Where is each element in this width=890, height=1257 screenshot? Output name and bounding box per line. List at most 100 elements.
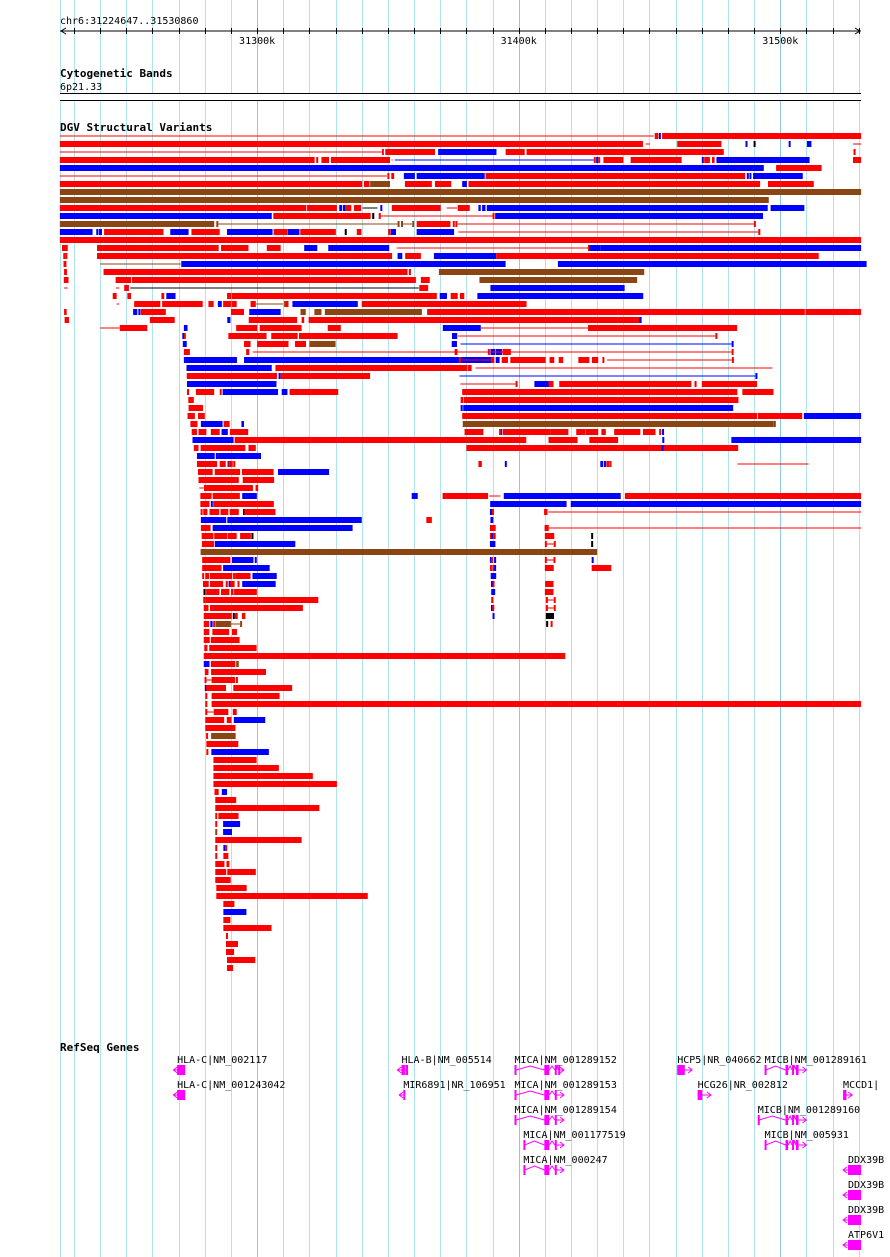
cytoband-track[interactable]: Cytogenetic Bands 6p21.33 bbox=[60, 67, 861, 101]
variant-feature[interactable] bbox=[186, 373, 277, 379]
variant-feature[interactable] bbox=[308, 317, 640, 323]
variant-feature[interactable] bbox=[746, 173, 749, 179]
gene-feature[interactable]: HCP5|NR_040662 bbox=[677, 1055, 762, 1075]
variant-feature[interactable] bbox=[64, 317, 70, 323]
variant-feature[interactable] bbox=[553, 605, 556, 611]
variant-feature[interactable] bbox=[492, 565, 495, 571]
variant-feature[interactable] bbox=[202, 581, 209, 587]
variant-feature[interactable] bbox=[187, 381, 277, 387]
variant-feature[interactable] bbox=[223, 909, 247, 915]
variant-feature[interactable] bbox=[654, 133, 659, 139]
variant-feature[interactable] bbox=[601, 429, 606, 435]
variant-feature[interactable] bbox=[273, 213, 371, 219]
variant-feature[interactable] bbox=[241, 469, 274, 475]
variant-feature[interactable] bbox=[203, 653, 566, 659]
variant-feature[interactable] bbox=[205, 717, 225, 723]
variant-feature[interactable] bbox=[788, 141, 791, 147]
gene-feature[interactable]: MICA|NM_001289153 bbox=[514, 1080, 617, 1100]
variant-feature[interactable] bbox=[557, 261, 867, 267]
variant-feature[interactable] bbox=[215, 821, 218, 827]
variant-feature[interactable] bbox=[543, 549, 598, 555]
variant-feature[interactable] bbox=[477, 293, 644, 299]
variant-feature[interactable] bbox=[234, 589, 257, 595]
variant-feature[interactable] bbox=[228, 333, 267, 339]
variant-feature[interactable] bbox=[223, 829, 232, 835]
variant-feature[interactable] bbox=[227, 229, 273, 235]
variant-feature[interactable] bbox=[589, 245, 601, 251]
variant-feature[interactable] bbox=[203, 629, 210, 635]
variant-feature[interactable] bbox=[259, 325, 302, 331]
variant-feature[interactable] bbox=[704, 157, 710, 163]
variant-feature[interactable] bbox=[200, 517, 227, 523]
variant-feature[interactable] bbox=[503, 493, 621, 499]
variant-feature[interactable] bbox=[222, 389, 279, 395]
variant-feature[interactable] bbox=[209, 509, 220, 515]
variant-feature[interactable] bbox=[275, 229, 288, 235]
variant-feature[interactable] bbox=[203, 661, 210, 667]
variant-feature[interactable] bbox=[223, 925, 272, 931]
variant-feature[interactable] bbox=[166, 293, 176, 299]
variant-feature[interactable] bbox=[223, 565, 270, 571]
variant-feature[interactable] bbox=[442, 325, 481, 331]
variant-feature[interactable] bbox=[216, 885, 247, 891]
variant-feature[interactable] bbox=[454, 349, 458, 355]
variant-feature[interactable] bbox=[193, 445, 199, 451]
variant-feature[interactable] bbox=[278, 373, 281, 379]
variant-feature[interactable] bbox=[490, 357, 495, 363]
variant-feature[interactable] bbox=[61, 245, 68, 251]
variant-feature[interactable] bbox=[603, 461, 606, 467]
variant-feature[interactable] bbox=[492, 605, 495, 611]
gene-feature[interactable]: MICB|NM_001289160 bbox=[757, 1105, 860, 1125]
variant-feature[interactable] bbox=[502, 429, 551, 435]
variant-feature[interactable] bbox=[249, 325, 258, 331]
variant-feature[interactable] bbox=[380, 205, 383, 211]
variant-feature[interactable] bbox=[712, 157, 715, 163]
variant-feature[interactable] bbox=[489, 533, 492, 539]
variant-feature[interactable] bbox=[462, 181, 467, 187]
variant-feature[interactable] bbox=[258, 453, 262, 459]
variant-feature[interactable] bbox=[231, 557, 254, 563]
variant-feature[interactable] bbox=[458, 357, 461, 363]
variant-feature[interactable] bbox=[215, 869, 227, 875]
variant-feature[interactable] bbox=[662, 437, 665, 443]
variant-feature[interactable] bbox=[221, 789, 228, 795]
variant-feature[interactable] bbox=[213, 773, 313, 779]
gene-feature[interactable]: MICB|NM_001289161 bbox=[764, 1055, 867, 1075]
variant-feature[interactable] bbox=[452, 221, 455, 227]
variant-feature[interactable] bbox=[405, 253, 421, 259]
gene-feature[interactable]: DDX39B bbox=[842, 1180, 884, 1200]
variant-feature[interactable] bbox=[495, 213, 764, 219]
variant-feature[interactable] bbox=[218, 813, 239, 819]
variant-feature[interactable] bbox=[271, 333, 298, 339]
variant-feature[interactable] bbox=[603, 157, 624, 163]
variant-feature[interactable] bbox=[196, 461, 218, 467]
variant-feature[interactable] bbox=[59, 181, 363, 187]
variant-feature[interactable] bbox=[225, 581, 228, 587]
variant-feature[interactable] bbox=[442, 493, 489, 499]
variant-feature[interactable] bbox=[183, 349, 190, 355]
variant-feature[interactable] bbox=[478, 461, 482, 467]
variant-feature[interactable] bbox=[287, 229, 300, 235]
variant-feature[interactable] bbox=[244, 341, 251, 347]
gene-feature[interactable]: MICA|NM_001177519 bbox=[523, 1130, 626, 1150]
variant-feature[interactable] bbox=[715, 333, 718, 339]
variant-feature[interactable] bbox=[420, 277, 430, 283]
variant-feature[interactable] bbox=[221, 429, 228, 435]
variant-feature[interactable] bbox=[214, 789, 219, 795]
refseq-features[interactable]: HLA-C|NM_002117 HLA-C|NM_001243042 HLA-B|N… bbox=[172, 1055, 884, 1250]
variant-feature[interactable] bbox=[600, 245, 862, 251]
variant-feature[interactable] bbox=[170, 229, 189, 235]
variant-feature[interactable] bbox=[205, 725, 236, 731]
variant-feature[interactable] bbox=[459, 293, 465, 299]
variant-feature[interactable] bbox=[494, 565, 497, 571]
variant-feature[interactable] bbox=[64, 309, 67, 315]
variant-feature[interactable] bbox=[203, 597, 206, 603]
variant-feature[interactable] bbox=[510, 357, 546, 363]
variant-feature[interactable] bbox=[98, 229, 102, 235]
variant-feature[interactable] bbox=[403, 173, 415, 179]
variant-feature[interactable] bbox=[215, 621, 231, 627]
variant-feature[interactable] bbox=[230, 581, 235, 587]
variant-feature[interactable] bbox=[591, 541, 594, 547]
variant-feature[interactable] bbox=[381, 149, 384, 155]
variant-feature[interactable] bbox=[214, 469, 241, 475]
